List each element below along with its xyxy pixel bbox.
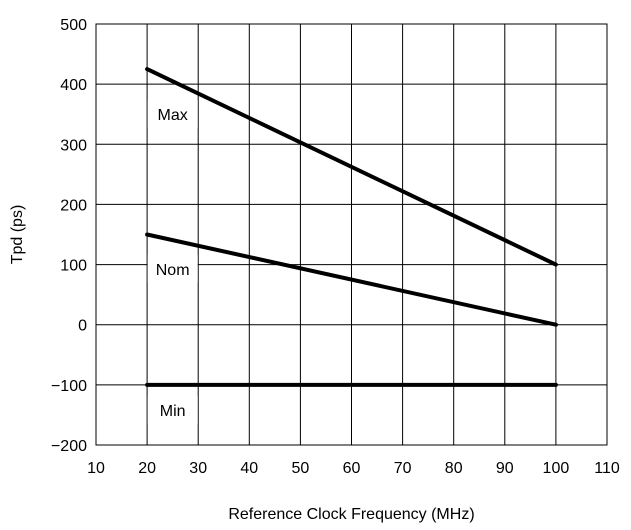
series-annotations: Max Nom Min xyxy=(156,107,190,420)
series-line-nom xyxy=(145,232,558,327)
y-tick-label: 0 xyxy=(78,318,87,335)
grid xyxy=(96,24,607,445)
y-tick-label: −100 xyxy=(51,378,87,395)
x-tick-label: 60 xyxy=(343,460,361,477)
x-tick-label: 80 xyxy=(445,460,463,477)
x-tick-label: 100 xyxy=(543,460,570,477)
x-axis-ticks: 10 20 30 40 50 60 70 80 90 100 110 xyxy=(87,460,620,477)
x-tick-label: 40 xyxy=(240,460,258,477)
y-axis-ticks: −200 −100 0 100 200 300 400 500 xyxy=(51,17,87,455)
x-tick-label: 70 xyxy=(394,460,412,477)
series-label: Nom xyxy=(156,262,190,279)
x-tick-label: 30 xyxy=(189,460,207,477)
annotation-mask xyxy=(147,396,198,425)
series-line-max xyxy=(145,67,558,267)
x-tick-label: 90 xyxy=(496,460,514,477)
y-tick-label: −200 xyxy=(51,438,87,455)
label-masks xyxy=(147,100,198,425)
annotation-mask xyxy=(147,100,198,129)
x-tick-label: 10 xyxy=(87,460,105,477)
y-tick-label: 400 xyxy=(60,77,87,94)
y-tick-label: 100 xyxy=(60,258,87,275)
y-tick-label: 200 xyxy=(60,197,87,214)
y-tick-label: 300 xyxy=(60,137,87,154)
x-tick-label: 50 xyxy=(292,460,310,477)
series-label: Max xyxy=(158,107,188,124)
plot-border xyxy=(95,23,608,446)
x-tick-label: 20 xyxy=(138,460,156,477)
x-tick-label: 110 xyxy=(594,460,620,477)
annotation-mask xyxy=(147,254,198,283)
series-label: Min xyxy=(160,403,186,420)
y-tick-label: 500 xyxy=(60,17,87,34)
y-axis-label: Tpd (ps) xyxy=(9,205,26,265)
x-axis-label: Reference Clock Frequency (MHz) xyxy=(228,506,474,523)
plot-frame xyxy=(95,23,608,446)
series xyxy=(145,67,558,387)
